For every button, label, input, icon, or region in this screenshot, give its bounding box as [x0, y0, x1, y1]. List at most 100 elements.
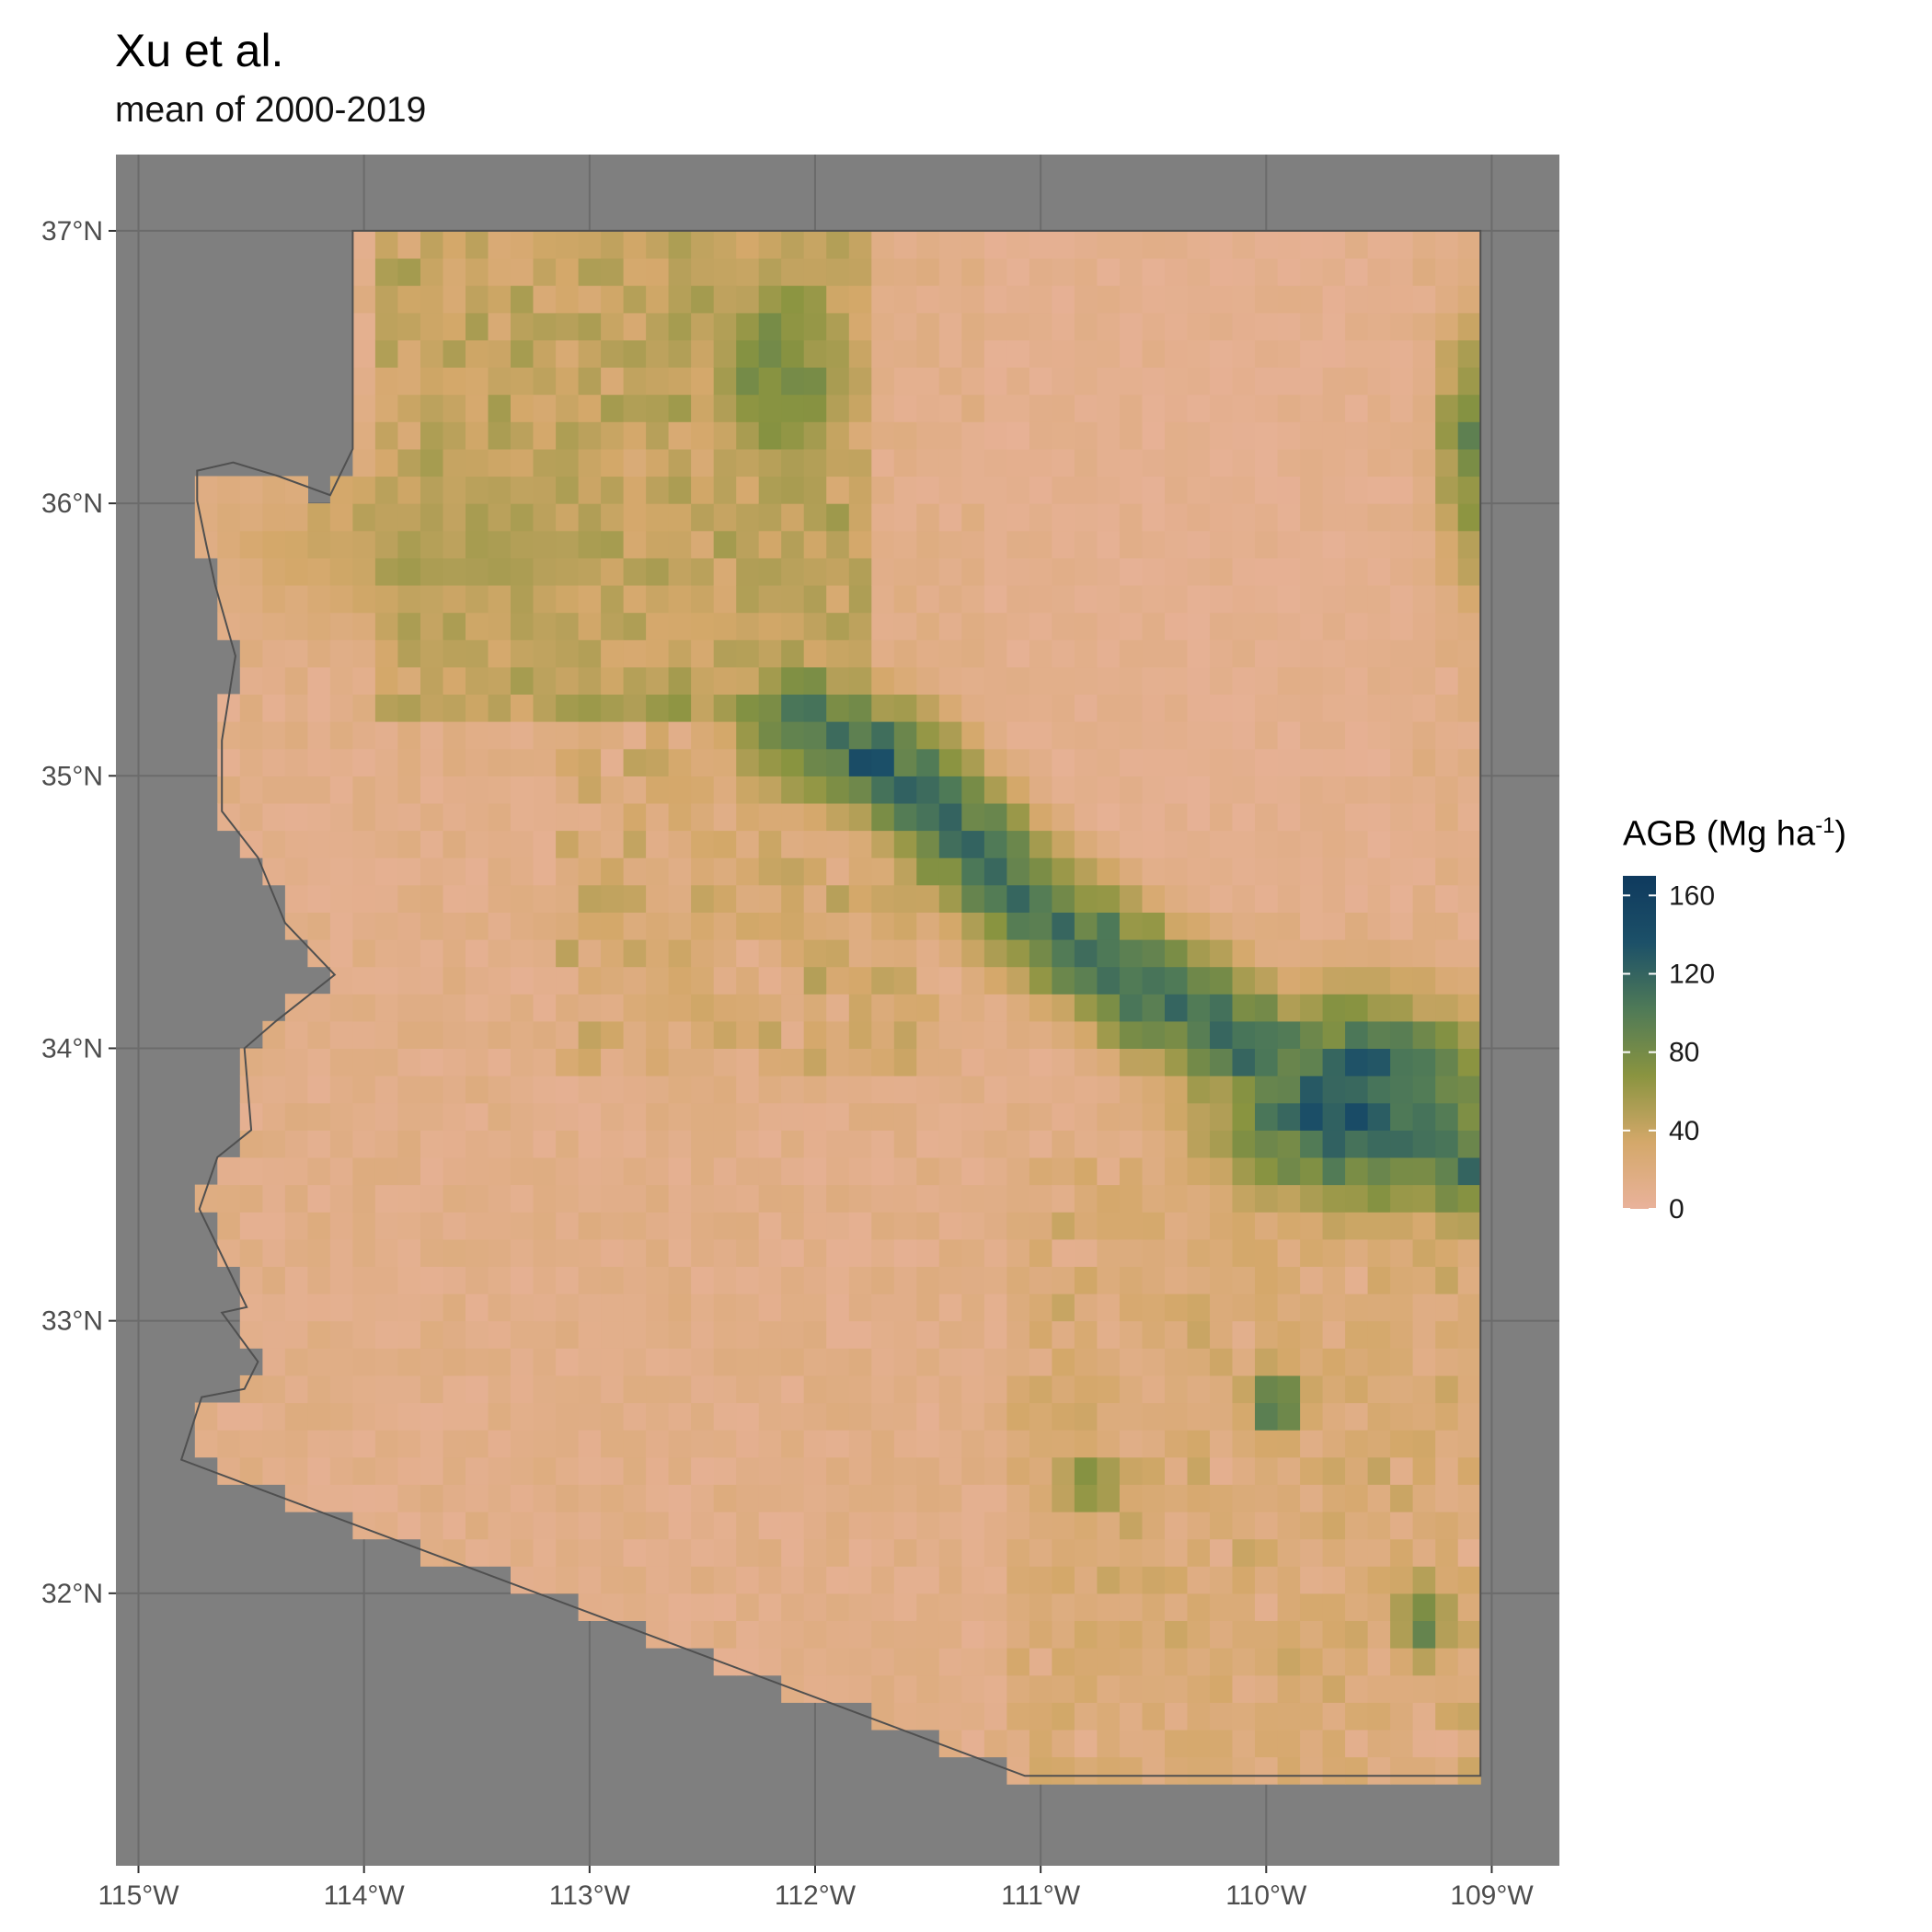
raster-cell [1074, 639, 1098, 668]
raster-cell [397, 1020, 421, 1049]
raster-cell [736, 1430, 760, 1458]
raster-cell [329, 748, 353, 776]
raster-cell [1097, 1320, 1121, 1349]
raster-cell [826, 1593, 850, 1621]
raster-cell [826, 721, 850, 750]
raster-cell [1457, 1674, 1481, 1703]
raster-cell [601, 585, 625, 614]
raster-cell [1232, 503, 1256, 532]
raster-cell [329, 558, 353, 586]
raster-cell [1255, 258, 1279, 286]
raster-cell [443, 530, 466, 558]
raster-cell [1435, 830, 1459, 858]
raster-cell [623, 1184, 647, 1213]
raster-cell [1097, 1402, 1121, 1431]
raster-cell [803, 1648, 827, 1676]
raster-cell [781, 1266, 805, 1294]
raster-cell [466, 1484, 489, 1512]
raster-cell [916, 884, 940, 913]
raster-cell [848, 857, 872, 886]
raster-cell [511, 939, 535, 968]
raster-cell [556, 1020, 580, 1049]
raster-cell [511, 476, 535, 504]
raster-cell [533, 1266, 557, 1294]
raster-cell [511, 884, 535, 913]
raster-cell [1457, 230, 1481, 259]
raster-cell [1006, 1320, 1030, 1349]
raster-cell [646, 1075, 670, 1104]
raster-cell [1187, 258, 1211, 286]
raster-cell [1277, 558, 1301, 586]
raster-cell [1390, 1294, 1414, 1322]
raster-cell [826, 1566, 850, 1594]
raster-cell [1210, 721, 1234, 750]
raster-cell [329, 612, 353, 640]
raster-cell [1390, 830, 1414, 858]
raster-cell [352, 1130, 376, 1158]
raster-cell [1435, 1212, 1459, 1240]
raster-cell [1074, 1212, 1098, 1240]
raster-cell [1390, 394, 1414, 422]
raster-cell [758, 1512, 782, 1540]
raster-cell [511, 1130, 535, 1158]
raster-cell [1435, 1130, 1459, 1158]
raster-cell [1277, 1430, 1301, 1458]
raster-cell [1006, 1484, 1030, 1512]
raster-cell [1142, 312, 1166, 340]
raster-cell [1119, 721, 1143, 750]
raster-cell [1074, 421, 1098, 450]
raster-cell [556, 258, 580, 286]
raster-cell [1367, 1593, 1391, 1621]
raster-cell [352, 503, 376, 532]
raster-cell [1457, 530, 1481, 558]
raster-cell [1457, 939, 1481, 968]
raster-cell [623, 1156, 647, 1186]
raster-cell [239, 666, 263, 695]
raster-cell [1119, 1374, 1143, 1404]
raster-cell [1119, 1156, 1143, 1186]
raster-cell [1097, 1620, 1121, 1649]
raster-cell [1435, 694, 1459, 722]
raster-cell [1322, 857, 1346, 886]
raster-cell [1457, 884, 1481, 913]
raster-cell [1412, 1184, 1436, 1213]
raster-cell [1165, 1184, 1189, 1213]
raster-cell [1119, 1212, 1143, 1240]
raster-cell [1232, 476, 1256, 504]
raster-cell [1435, 1238, 1459, 1267]
raster-cell [601, 1538, 625, 1567]
raster-cell [443, 776, 466, 804]
raster-cell [511, 830, 535, 858]
raster-cell [668, 585, 692, 614]
raster-cell [556, 666, 580, 695]
raster-cell [1457, 694, 1481, 722]
raster-cell [1300, 1593, 1324, 1621]
raster-cell [916, 1156, 940, 1186]
raster-cell [466, 394, 489, 422]
raster-cell [1345, 1348, 1369, 1376]
raster-cell [713, 694, 737, 722]
raster-cell [1074, 1266, 1098, 1294]
raster-cell [1210, 1102, 1234, 1131]
raster-cell [691, 857, 715, 886]
raster-cell [466, 994, 489, 1022]
raster-cell [983, 884, 1007, 913]
raster-cell [848, 1430, 872, 1458]
raster-cell [691, 1430, 715, 1458]
raster-cell [1277, 448, 1301, 477]
raster-cell [1255, 1048, 1279, 1076]
raster-cell [1255, 1593, 1279, 1621]
raster-cell [1232, 1566, 1256, 1594]
raster-cell [1232, 1456, 1256, 1485]
raster-cell [1435, 966, 1459, 995]
raster-cell [1165, 394, 1189, 422]
raster-cell [1367, 1512, 1391, 1540]
raster-cell [758, 830, 782, 858]
raster-cell [826, 1484, 850, 1512]
raster-cell [961, 367, 985, 396]
raster-cell [420, 612, 444, 640]
raster-cell [983, 748, 1007, 776]
raster-cell [826, 830, 850, 858]
raster-cell [1187, 1294, 1211, 1322]
